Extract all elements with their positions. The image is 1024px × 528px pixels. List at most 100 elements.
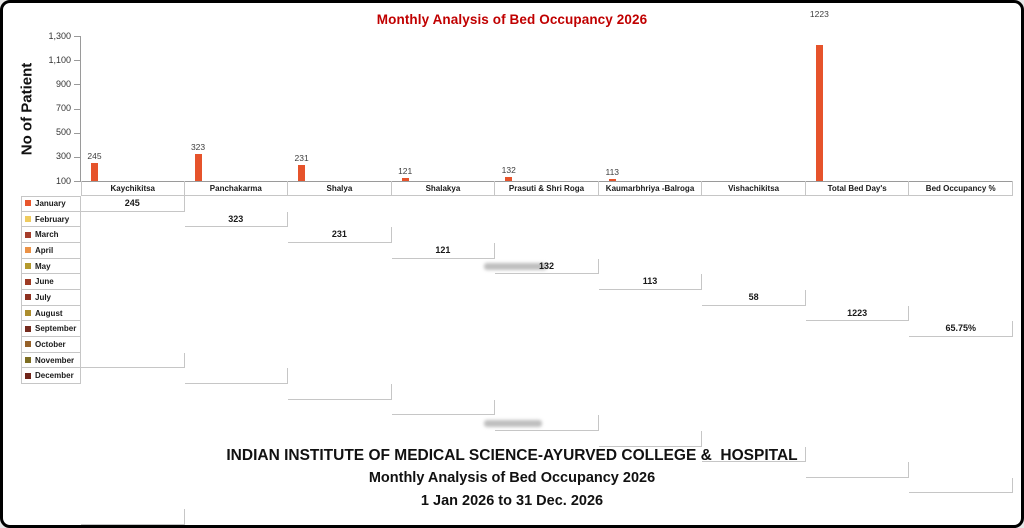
table-cell: 121 xyxy=(391,242,496,259)
legend-month-label: May xyxy=(35,261,51,271)
table-header-cell: Bed Occupancy % xyxy=(909,181,1013,196)
y-axis-line xyxy=(80,36,81,181)
legend-month-label: November xyxy=(35,355,75,365)
legend-swatch xyxy=(25,247,31,254)
legend-month-label: April xyxy=(35,246,54,255)
table-cell xyxy=(598,430,703,447)
bar-value-label: 132 xyxy=(501,165,516,176)
legend-month-cell: October xyxy=(21,337,81,353)
chart-title: Monthly Analysis of Bed Occupancy 2026 xyxy=(376,12,648,27)
y-tick-mark xyxy=(74,36,80,37)
table-cell-value: 231 xyxy=(331,229,347,240)
bar xyxy=(91,163,98,181)
table-cell: 323 xyxy=(184,211,289,228)
y-tick-mark xyxy=(74,181,80,182)
bar xyxy=(505,177,513,181)
legend-month-label: March xyxy=(35,230,59,240)
report-footer: INDIAN INSTITUTE OF MEDICAL SCIENCE-AYUR… xyxy=(3,447,1021,510)
legend-swatch xyxy=(25,325,31,332)
y-tick-label: 100 xyxy=(55,175,71,186)
legend-month-label: July xyxy=(35,293,52,302)
table-cell xyxy=(184,368,289,384)
y-tick-mark xyxy=(74,108,80,110)
report-date-range: 1 Jan 2026 to 31 Dec. 2026 xyxy=(420,493,604,509)
table-cell xyxy=(909,477,1013,494)
table-cell xyxy=(702,446,806,463)
bar xyxy=(194,154,202,181)
table-cell-value: 65.75% xyxy=(945,323,976,334)
bar-value-label: 113 xyxy=(605,167,620,178)
table-cell xyxy=(185,524,289,525)
legend-month-label: August xyxy=(35,308,63,318)
bar-value-label: 323 xyxy=(190,142,206,153)
legend-month-cell: September xyxy=(21,321,81,337)
table-cell-value: 58 xyxy=(748,291,759,302)
y-tick-mark xyxy=(74,60,80,62)
table-header-cell: Prasuti & Shri Roga xyxy=(495,181,599,196)
bar-value-label: 1223 xyxy=(809,9,829,19)
legend-month-label: October xyxy=(35,340,66,349)
bar xyxy=(815,45,823,181)
table-header-cell: Panchakarma xyxy=(184,181,289,196)
y-tick-label: 700 xyxy=(55,103,71,113)
table-header-cell: Shalakya xyxy=(391,181,496,196)
legend-swatch xyxy=(25,231,31,238)
legend-swatch xyxy=(25,262,31,269)
table-header-cell: Kaychikitsa xyxy=(81,181,185,196)
table-cell xyxy=(288,383,392,400)
legend-swatch xyxy=(25,200,31,207)
legend-swatch xyxy=(25,309,31,316)
y-tick-label: 500 xyxy=(55,127,71,138)
legend-month-cell: January xyxy=(21,196,81,212)
legend-month-label: January xyxy=(35,199,66,208)
legend-month-cell: July xyxy=(21,290,81,306)
legend-month-label: June xyxy=(35,277,54,287)
table-cell xyxy=(391,399,496,416)
table-header-cell: Vishachikitsa xyxy=(702,181,806,196)
legend-swatch xyxy=(25,372,31,379)
table-cell: 245 xyxy=(81,196,185,212)
table-cell-value: 1223 xyxy=(847,307,868,318)
table-cell: 113 xyxy=(598,274,703,290)
bar xyxy=(298,165,306,181)
y-tick-label: 900 xyxy=(55,78,71,89)
table-header-cell: Kaumarbhriya -Balroga xyxy=(598,181,703,196)
table-cell-value: 245 xyxy=(124,198,140,208)
legend-month-cell: August xyxy=(21,305,81,322)
bar-value-label: 121 xyxy=(398,166,413,177)
y-tick-mark xyxy=(74,156,80,158)
legend-swatch xyxy=(25,341,31,348)
bar xyxy=(608,179,616,181)
table-cell xyxy=(484,415,599,431)
y-tick-label: 1,100 xyxy=(48,54,71,65)
redacted-value xyxy=(484,262,548,270)
legend-swatch xyxy=(25,294,31,301)
legend-month-label: September xyxy=(35,324,77,334)
bar-value-label: 231 xyxy=(294,153,309,164)
bar xyxy=(401,178,409,181)
table-cell: 1223 xyxy=(805,305,910,322)
table-cell xyxy=(81,352,185,369)
table-cell: 58 xyxy=(702,289,806,306)
legend-month-label: December xyxy=(35,371,74,381)
legend-month-cell: November xyxy=(21,352,81,369)
legend-month-cell: March xyxy=(21,227,81,243)
legend-swatch xyxy=(25,356,31,363)
report-subtitle: Monthly Analysis of Bed Occupancy 2026 xyxy=(368,470,656,486)
bar-value-label: 245 xyxy=(87,151,102,162)
legend-swatch xyxy=(25,215,31,222)
table-cell: 65.75% xyxy=(909,321,1013,337)
y-tick-mark xyxy=(74,132,80,134)
table-cell: 231 xyxy=(288,227,392,243)
table-cell-value: 121 xyxy=(435,244,451,255)
x-axis-line xyxy=(80,181,1013,182)
table-cell xyxy=(805,462,910,478)
legend-month-cell: April xyxy=(21,243,81,259)
table-cell xyxy=(81,509,185,525)
table-header-cell: Shalya xyxy=(288,181,392,196)
data-table: Kaychikitsa Panchakarma Shalya Shalakya Pras… xyxy=(3,3,1021,525)
plot-area: 1,300 1,100 900 700 500 300 100 245 323 231 121 132… xyxy=(3,3,1021,188)
table-cell-value: 132 xyxy=(538,260,554,271)
table-header-cell: Total Bed Day's xyxy=(805,181,910,196)
